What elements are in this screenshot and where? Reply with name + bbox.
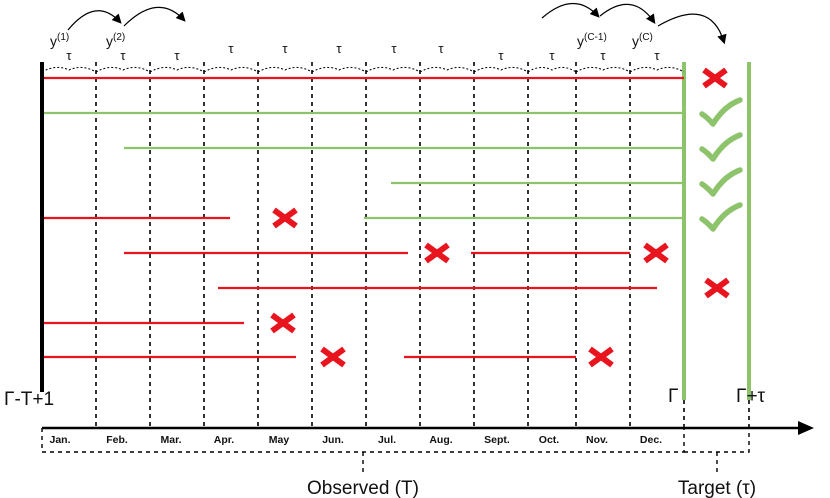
month-dividers: [95, 62, 631, 428]
check-icon: [699, 202, 743, 232]
gamma-tau-label: Γ+τ: [736, 386, 766, 407]
target-label: Target (τ): [678, 478, 756, 498]
month-label: Dec.: [640, 434, 662, 446]
y-labels: y(1) y(2) y(C-1) y(C): [50, 32, 653, 49]
curved-arrow-icon: [541, 2, 600, 19]
cross-icon: [588, 346, 614, 368]
month-label: Mar.: [160, 434, 181, 446]
month-label: Jul.: [378, 434, 396, 446]
tau-label: τ: [174, 48, 180, 63]
month-label: Jun.: [322, 434, 344, 446]
checks: [699, 97, 743, 232]
bottom-brackets: [41, 428, 750, 474]
month-label: Feb.: [106, 434, 128, 446]
tau-braces: [41, 66, 685, 73]
tau-label: τ: [549, 48, 555, 63]
tau-label: τ: [654, 48, 660, 63]
curved-arrow-icon: [599, 3, 656, 24]
month-label: Apr.: [214, 434, 235, 446]
curved-arrow-icon: [657, 13, 727, 45]
cross-icon: [424, 242, 450, 264]
tau-label: τ: [120, 48, 126, 63]
tau-label: τ: [600, 48, 606, 63]
curved-arrow-icon: [123, 6, 186, 27]
cross-icon: [272, 207, 298, 229]
month-label: Oct.: [539, 434, 560, 446]
cross-icon: [270, 312, 296, 334]
sequence-rows: [44, 76, 684, 359]
month-label: May: [269, 434, 290, 446]
tau-label: τ: [282, 41, 288, 56]
time-axis-arrow-icon: [798, 421, 814, 435]
y-label-1: y(1): [50, 32, 69, 49]
month-label: Aug.: [429, 434, 452, 446]
cross-icon: [643, 242, 669, 264]
y-label-2: y(2): [106, 32, 125, 49]
check-icon: [699, 167, 743, 197]
month-labels: Jan. Feb. Mar. Apr. May Jun. Jul. Aug. S…: [49, 434, 662, 446]
start-label: Γ-T+1: [4, 389, 54, 410]
check-icon: [699, 132, 743, 162]
month-label: Sept.: [484, 434, 510, 446]
cross-icon: [320, 346, 346, 368]
tau-label: τ: [438, 41, 444, 56]
y-label-c-minus-1: y(C-1): [577, 32, 607, 49]
tau-label: τ: [336, 41, 342, 56]
curved-arrow-icon: [67, 10, 122, 31]
tau-labels: τ τ τ τ τ τ τ τ τ τ τ τ: [66, 41, 660, 63]
check-icon: [699, 97, 743, 127]
tau-label: τ: [498, 48, 504, 63]
crosses: [270, 67, 730, 368]
month-label: Nov.: [586, 434, 608, 446]
observed-label: Observed (T): [307, 478, 419, 498]
shift-arrows: [67, 2, 727, 45]
tau-label: τ: [66, 48, 72, 63]
tau-label: τ: [391, 41, 397, 56]
y-label-c: y(C): [632, 32, 653, 49]
tau-label: τ: [228, 41, 234, 56]
gamma-label: Γ: [668, 386, 678, 407]
cross-icon: [702, 67, 728, 89]
cross-icon: [704, 277, 730, 299]
month-label: Jan.: [49, 434, 70, 446]
